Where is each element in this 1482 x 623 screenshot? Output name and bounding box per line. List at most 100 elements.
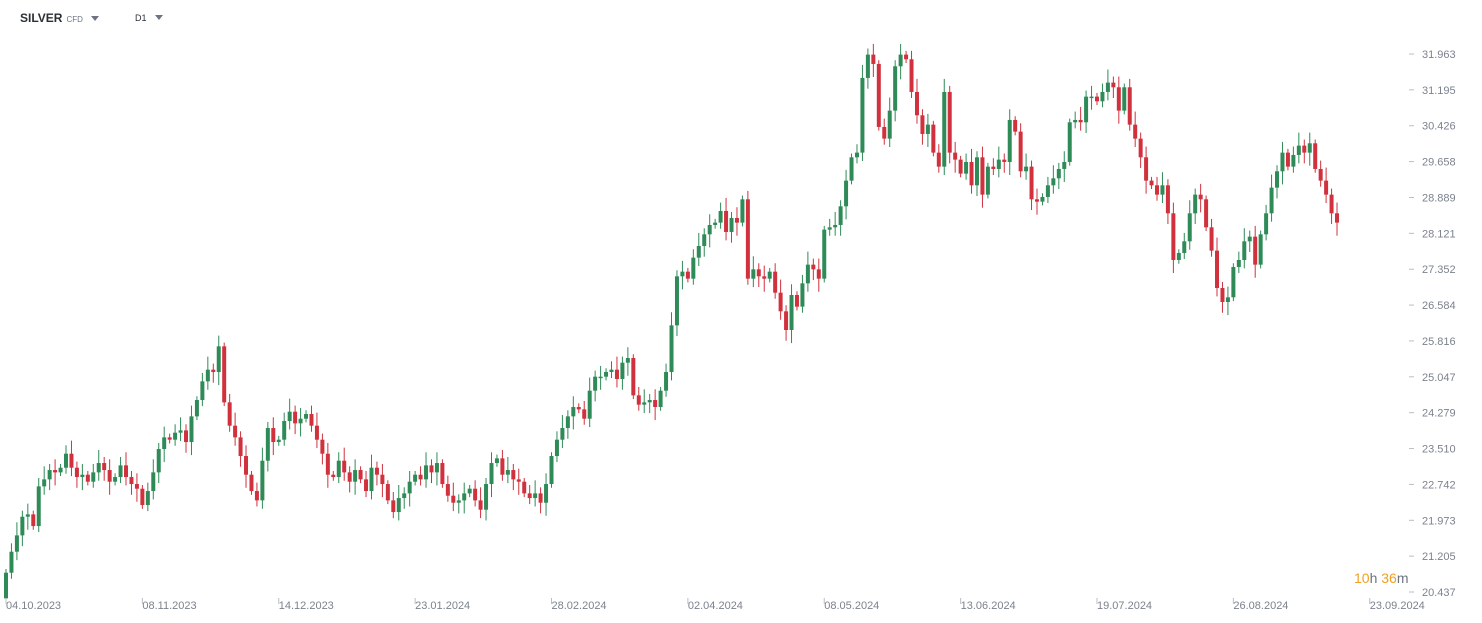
y-tick-label: 24.279 [1422,408,1456,420]
candle-body [1100,91,1105,102]
candle [145,482,150,512]
candle-body [124,465,129,478]
candle-body [833,224,838,228]
candle-body [844,180,849,207]
candle [1335,202,1340,236]
candle-body [751,269,756,279]
candle [800,274,805,313]
candle [271,417,276,456]
candle-body [1007,119,1012,162]
candle [931,120,936,157]
candle [336,452,341,484]
candle [544,473,549,516]
candle [4,568,8,603]
candle [451,482,456,512]
candle [1285,148,1290,171]
candle-body [636,395,641,405]
chevron-down-icon[interactable] [90,16,99,21]
candle-body [265,428,270,461]
candle-body [854,152,859,158]
y-tick-label: 30.426 [1422,121,1456,133]
x-tick-label: 13.06.2024 [961,600,1016,612]
candle [1242,228,1247,269]
candle [413,470,418,486]
instrument-selector[interactable]: SILVER CFD [20,11,99,25]
candle [140,484,145,509]
candle-body [893,66,898,111]
candle [380,463,385,498]
candle-body [1105,82,1110,92]
candle [385,480,390,505]
candle-body [1122,87,1127,111]
candle-body [527,493,532,499]
candle [625,347,630,376]
candle-body [1034,199,1039,202]
chart-toolbar: SILVER CFD D1 [0,0,400,36]
candle-body [4,572,8,599]
candle [167,433,172,444]
candle-body [985,166,990,195]
candle-body [647,400,652,403]
candle-body [773,271,778,293]
candle-body [811,264,816,270]
candle-body [211,369,216,373]
candle-body [685,271,690,279]
candle [582,400,587,425]
candle-body [80,474,85,478]
candle [369,454,374,500]
candle-body [178,430,183,433]
candle [473,480,478,507]
candle-body [1089,96,1094,99]
x-tick-label: 23.01.2024 [415,600,470,612]
candle [173,424,178,446]
candle [991,158,996,176]
candles-layer [4,43,1340,603]
candle [511,463,516,491]
timeframe-selector[interactable]: D1 [135,13,163,23]
candle [456,494,461,514]
candle [1095,92,1099,106]
candle [696,232,701,267]
candle [822,225,827,283]
chevron-down-icon[interactable] [154,14,163,20]
candle [1100,83,1105,108]
candle [1078,106,1083,131]
candle-body [320,439,325,454]
candle [876,60,881,131]
candle-body [456,500,461,503]
candle [833,211,838,236]
candle-body [1013,119,1018,132]
candle-body [20,516,25,536]
candle-body [69,453,74,468]
candle [604,368,609,381]
candle [254,482,259,507]
candle [1133,111,1138,148]
candle [904,50,909,64]
candle [249,470,254,495]
candle-body [42,479,47,487]
candle [418,466,423,486]
candle-body [336,460,341,478]
candle [664,363,669,397]
candle-body [964,161,969,174]
countdown-minutes: 36 [1381,570,1397,586]
candle [309,405,314,432]
candle-body [898,54,903,67]
candle [1264,204,1269,241]
candle [478,487,483,519]
candle [1198,183,1203,213]
candle-body [467,488,472,494]
candle-body [1269,187,1274,214]
candle-body [145,491,150,506]
candle-body [658,390,663,408]
candle-body [369,467,374,492]
candle [1062,151,1067,183]
candle-body [1165,185,1170,214]
candle [260,447,265,509]
candle-body [827,227,832,230]
candle [484,477,489,521]
candle-body [1095,96,1099,102]
candle-body [418,474,423,480]
candle-body [1018,131,1023,172]
